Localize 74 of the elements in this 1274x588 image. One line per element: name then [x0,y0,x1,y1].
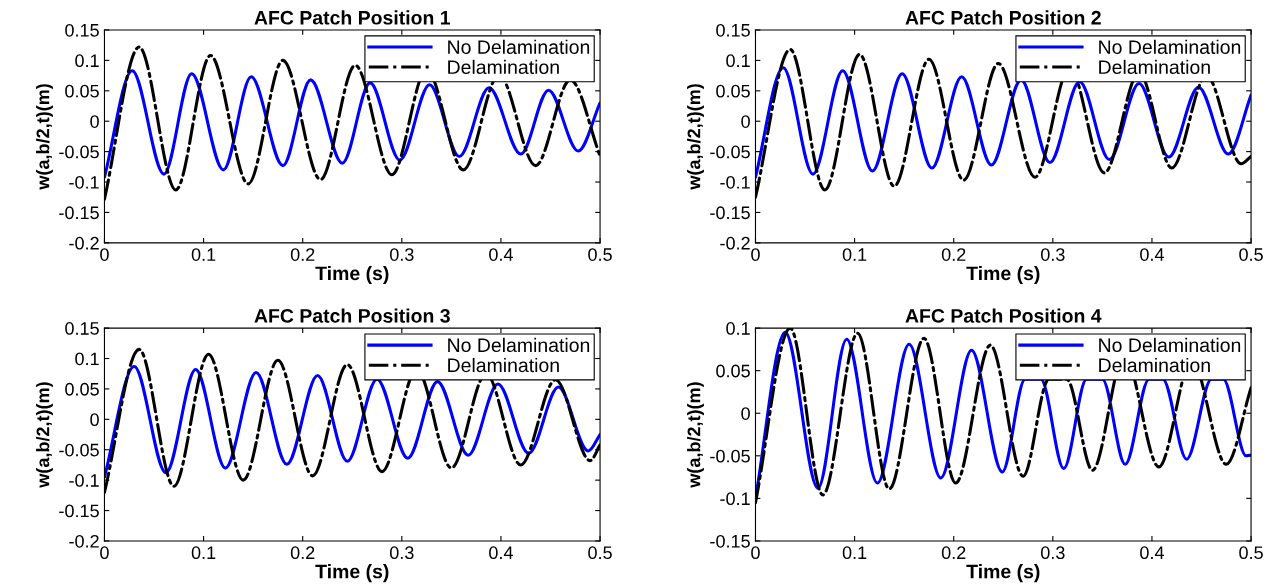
y-tick-label: 0.15 [65,23,99,37]
legend-label: Delamination [1099,59,1210,75]
x-tick-label: 0.2 [941,248,966,261]
y-tick-label: -0.15 [59,504,99,518]
x-tick-label: 0.3 [1040,248,1065,261]
x-tick-label: 0.4 [1140,546,1164,560]
y-axis-title: w(a,b/2,t)(m) [687,84,704,190]
legend-label: No Delamination [448,337,590,353]
y-tick-label: -0.15 [710,534,750,548]
chart-title: AFC Patch Position 4 [905,308,1102,323]
chart-title: AFC Patch Position 1 [254,10,451,25]
x-tick-label: 0.4 [489,546,513,560]
y-tick-label: 0.05 [716,84,750,98]
x-tick-label: 0.5 [1239,546,1263,560]
x-axis-title: Time (s) [966,564,1040,583]
legend-label: No Delamination [1099,337,1241,353]
x-tick-label: 0 [100,248,109,261]
y-tick-label: 0.1 [726,322,750,335]
y-tick-label: -0.05 [59,443,99,457]
y-axis-title: w(a,b/2,t)(m) [687,382,704,488]
legend-label: Delamination [448,59,559,75]
y-tick-label: -0.05 [710,449,750,463]
y-tick-label: 0.1 [75,352,99,366]
y-tick-label: -0.15 [59,206,99,220]
x-tick-label: 0.5 [588,546,612,560]
x-axis-title: Time (s) [315,265,389,285]
y-tick-label: -0.2 [69,534,99,548]
legend-label: Delamination [1099,357,1210,373]
chart-title: AFC Patch Position 2 [905,10,1101,25]
x-tick-label: 0.3 [389,546,414,560]
x-tick-label: 0 [751,546,760,560]
y-tick-label: 0.05 [716,364,750,378]
y-tick-label: -0.05 [710,145,750,159]
y-tick-label: 0.15 [716,23,750,37]
legend-label: No Delamination [1099,39,1241,54]
y-tick-label: 0.05 [65,382,99,396]
x-tick-label: 0.5 [588,248,612,261]
y-tick-label: -0.1 [69,175,99,189]
x-tick-label: 0.4 [1140,248,1164,261]
x-tick-label: 0.2 [290,546,315,560]
y-axis-title: w(a,b/2,t)(m) [36,382,53,488]
y-tick-label: -0.2 [69,236,99,250]
y-tick-label: 0.15 [65,322,99,335]
y-tick-label: -0.2 [720,236,750,250]
x-tick-label: 0.5 [1239,248,1263,261]
y-tick-label: 0 [741,407,750,420]
x-tick-label: 0.1 [191,546,216,560]
y-tick-label: 0.05 [65,84,99,98]
chart-title: AFC Patch Position 3 [254,308,450,323]
legend-label: Delamination [448,357,559,373]
y-tick-label: -0.05 [59,145,99,159]
x-tick-label: 0 [751,248,760,261]
x-tick-label: 0.2 [290,248,315,261]
x-tick-label: 0 [100,546,109,560]
y-axis-title: w(a,b/2,t)(m) [36,84,53,190]
y-tick-label: 0 [90,115,99,128]
y-tick-label: -0.1 [720,492,750,506]
legend-label: No Delamination [448,39,590,54]
y-tick-label: 0 [90,413,99,427]
x-axis-title: Time (s) [966,265,1040,285]
x-tick-label: 0.3 [1040,546,1065,560]
y-tick-label: -0.15 [710,206,750,220]
y-tick-label: -0.1 [720,175,750,189]
x-tick-label: 0.1 [191,248,216,261]
x-tick-label: 0.2 [941,546,966,560]
x-tick-label: 0.3 [389,248,414,261]
y-tick-label: 0.1 [726,54,750,68]
x-tick-label: 0.4 [489,248,513,261]
y-tick-label: 0.1 [75,54,99,68]
x-tick-label: 0.1 [842,546,867,560]
x-tick-label: 0.1 [842,248,867,261]
x-axis-title: Time (s) [315,564,389,583]
y-tick-label: 0 [741,115,750,128]
y-tick-label: -0.1 [69,474,99,487]
